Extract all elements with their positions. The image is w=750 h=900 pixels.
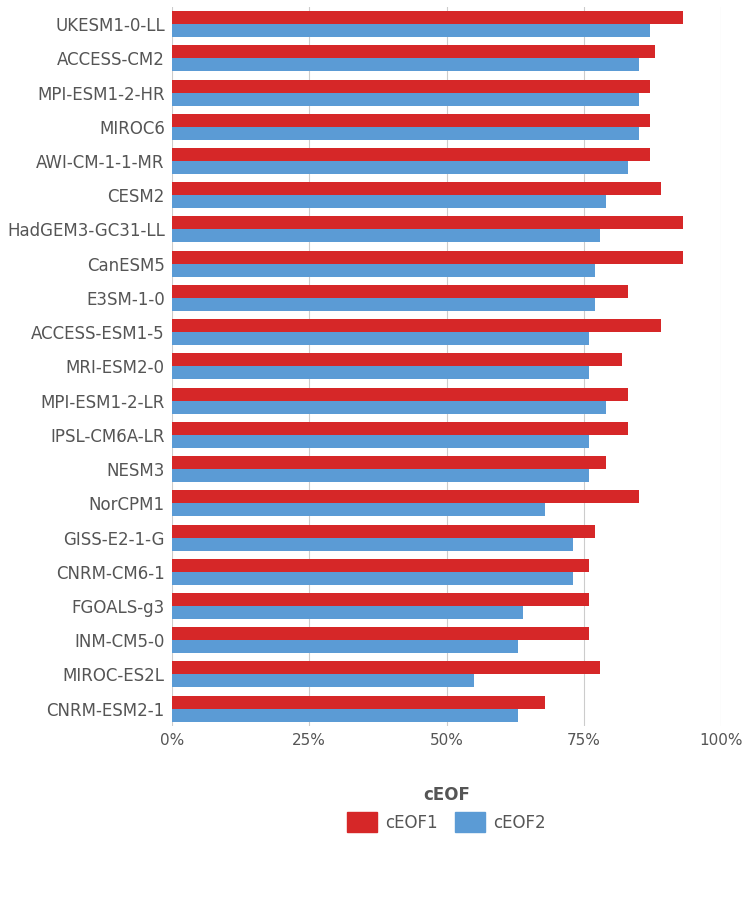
- Bar: [172, 216, 682, 230]
- Bar: [172, 593, 590, 606]
- Bar: [172, 469, 590, 482]
- Bar: [172, 503, 545, 517]
- Bar: [172, 298, 595, 310]
- Bar: [172, 320, 661, 332]
- Bar: [172, 58, 639, 71]
- Bar: [172, 45, 656, 58]
- Bar: [172, 264, 595, 276]
- Bar: [172, 148, 650, 161]
- Bar: [172, 251, 682, 264]
- Bar: [172, 456, 606, 469]
- Bar: [172, 24, 650, 37]
- Bar: [172, 354, 622, 366]
- Bar: [172, 400, 606, 414]
- Bar: [172, 113, 650, 127]
- Bar: [172, 366, 590, 380]
- Bar: [172, 696, 545, 708]
- Bar: [172, 422, 628, 435]
- Bar: [172, 491, 639, 503]
- Bar: [172, 559, 590, 572]
- Bar: [172, 537, 573, 551]
- Bar: [172, 435, 590, 448]
- Bar: [172, 674, 474, 688]
- Bar: [172, 606, 524, 619]
- Bar: [172, 708, 518, 722]
- Legend: cEOF1, cEOF2: cEOF1, cEOF2: [339, 778, 554, 841]
- Bar: [172, 627, 590, 640]
- Bar: [172, 525, 595, 537]
- Bar: [172, 388, 628, 400]
- Bar: [172, 332, 590, 346]
- Bar: [172, 195, 606, 208]
- Bar: [172, 572, 573, 585]
- Bar: [172, 93, 639, 105]
- Bar: [172, 640, 518, 653]
- Bar: [172, 11, 682, 24]
- Bar: [172, 127, 639, 140]
- Bar: [172, 285, 628, 298]
- Bar: [172, 79, 650, 93]
- Bar: [172, 662, 601, 674]
- Bar: [172, 161, 628, 174]
- Bar: [172, 230, 601, 242]
- Bar: [172, 182, 661, 195]
